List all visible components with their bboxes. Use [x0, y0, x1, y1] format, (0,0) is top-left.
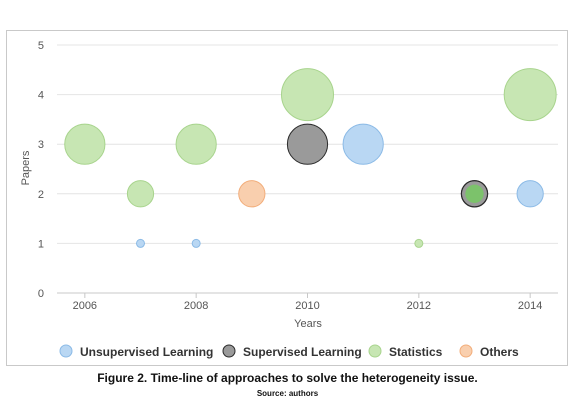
bubble-unsupervised-learning	[191, 238, 201, 248]
y-tick-label: 1	[38, 238, 44, 250]
legend-item-others[interactable]: Others	[459, 344, 519, 359]
x-tick-label: 2008	[184, 300, 208, 312]
legend-marker	[59, 344, 73, 358]
figure-caption: Figure 2. Time-line of approaches to sol…	[97, 371, 478, 385]
x-tick-label: 2014	[518, 300, 542, 312]
legend-label: Statistics	[389, 345, 443, 359]
legend-item-statistics[interactable]: Statistics	[368, 344, 443, 359]
bubble-statistics	[414, 238, 424, 248]
x-tick-label: 2006	[73, 300, 97, 312]
y-tick-label: 4	[38, 90, 44, 102]
legend-marker	[459, 344, 473, 358]
bubble-statistics	[281, 68, 334, 122]
bubble-overlay-statistics	[465, 184, 484, 203]
y-tick-label: 5	[38, 40, 44, 52]
x-tick-label: 2012	[407, 300, 431, 312]
x-axis-title: Years	[294, 318, 322, 330]
bubble-statistics	[126, 180, 155, 208]
bubble-statistics	[64, 123, 106, 165]
y-tick-label: 2	[38, 189, 44, 201]
x-tick-label: 2010	[295, 300, 319, 312]
legend-item-supervised-learning[interactable]: Supervised Learning	[222, 344, 362, 359]
figure-source: Source: authors	[256, 389, 319, 398]
tick-labels: 0 1 2 3 4 5 2006 2008 2010 2012 2014	[38, 40, 543, 312]
legend-item-unsupervised-learning[interactable]: Unsupervised Learning	[59, 344, 213, 359]
legend: Unsupervised Learning Supervised Learning…	[59, 344, 519, 359]
bubble-supervised-learning	[286, 123, 329, 165]
y-tick-label: 0	[38, 288, 44, 300]
y-axis-title: Papers	[20, 150, 32, 185]
bubble-unsupervised-learning	[516, 180, 544, 208]
legend-label: Others	[480, 345, 519, 359]
legend-label: Supervised Learning	[243, 345, 362, 359]
legend-marker	[222, 344, 236, 358]
bubble-unsupervised-learning	[136, 238, 145, 248]
bubble-statistics	[175, 123, 217, 165]
bubble-others	[238, 180, 266, 208]
y-tick-label: 3	[38, 139, 44, 151]
bubble-unsupervised-learning	[342, 123, 384, 165]
bubble-statistics	[503, 68, 557, 122]
legend-label: Unsupervised Learning	[80, 345, 213, 359]
bubbles	[64, 68, 557, 248]
bubble-overlay-outline	[460, 180, 489, 208]
legend-marker	[368, 344, 382, 358]
